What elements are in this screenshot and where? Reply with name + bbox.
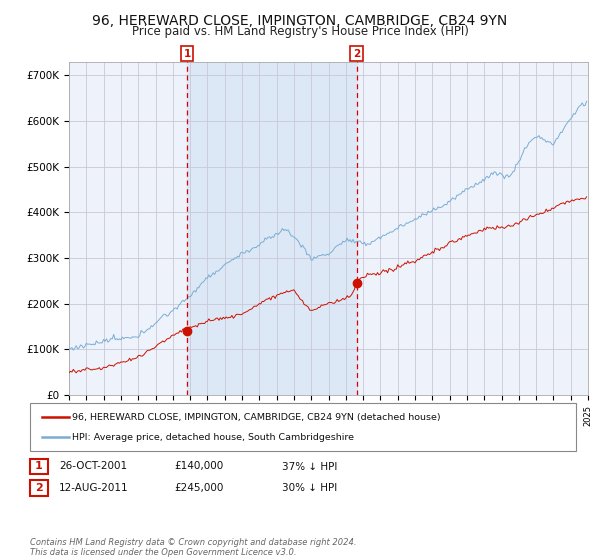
Text: 1: 1 <box>184 49 191 59</box>
Text: 96, HEREWARD CLOSE, IMPINGTON, CAMBRIDGE, CB24 9YN: 96, HEREWARD CLOSE, IMPINGTON, CAMBRIDGE… <box>92 14 508 28</box>
Text: 12-AUG-2011: 12-AUG-2011 <box>59 483 128 493</box>
Text: £140,000: £140,000 <box>174 461 223 472</box>
Text: £245,000: £245,000 <box>174 483 223 493</box>
Text: 96, HEREWARD CLOSE, IMPINGTON, CAMBRIDGE, CB24 9YN (detached house): 96, HEREWARD CLOSE, IMPINGTON, CAMBRIDGE… <box>72 413 440 422</box>
Text: 1: 1 <box>35 461 43 472</box>
Bar <box>187 62 356 395</box>
Text: 37% ↓ HPI: 37% ↓ HPI <box>282 461 337 472</box>
Text: 26-OCT-2001: 26-OCT-2001 <box>59 461 127 472</box>
Text: 2: 2 <box>353 49 360 59</box>
Text: Price paid vs. HM Land Registry's House Price Index (HPI): Price paid vs. HM Land Registry's House … <box>131 25 469 38</box>
Text: 2: 2 <box>35 483 43 493</box>
Text: 30% ↓ HPI: 30% ↓ HPI <box>282 483 337 493</box>
Text: Contains HM Land Registry data © Crown copyright and database right 2024.
This d: Contains HM Land Registry data © Crown c… <box>30 538 356 557</box>
Text: HPI: Average price, detached house, South Cambridgeshire: HPI: Average price, detached house, Sout… <box>72 433 354 442</box>
